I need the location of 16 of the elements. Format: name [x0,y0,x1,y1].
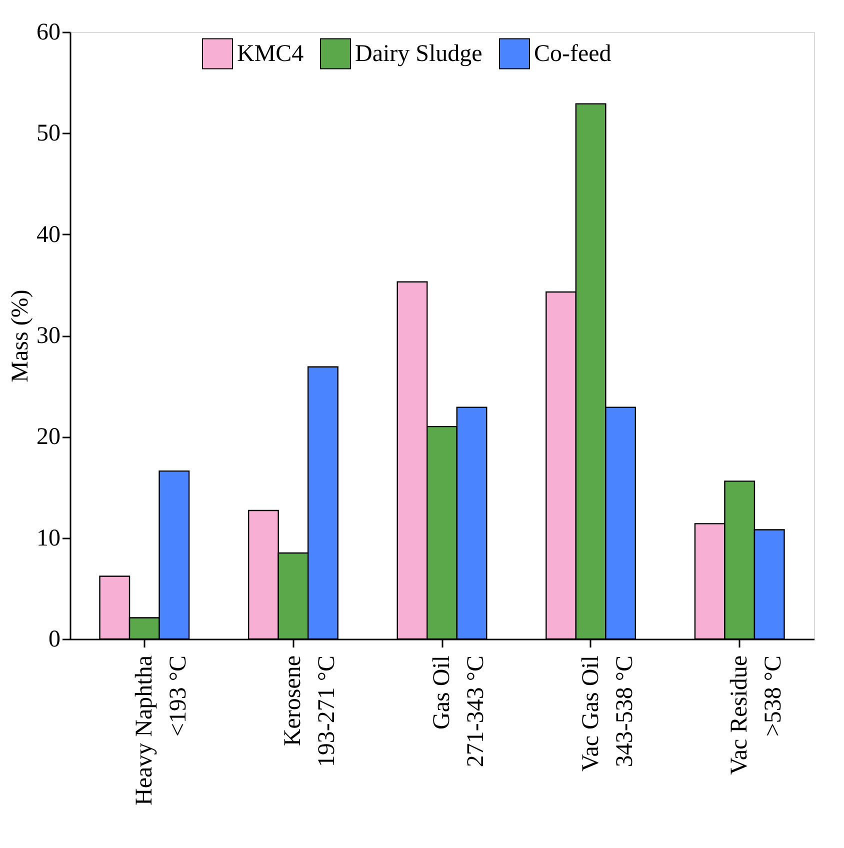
legend-label: KMC4 [237,40,304,67]
x-tick-label: Vac Gas Oil 343-538 °C [578,655,638,772]
x-tick-label: Gas Oil 271-343 °C [429,655,489,768]
y-axis-title: Mass (%) [8,290,34,382]
y-tick-label: 20 [36,424,60,450]
legend-label: Dairy Sludge [355,40,482,67]
y-tick-label: 30 [36,323,60,349]
y-tick-label: 0 [48,626,60,652]
legend-label: Co-feed [534,40,612,67]
x-tick-label: Heavy Naphtha <193 °C [131,655,192,806]
x-tick-label: Vac Residue >538 °C [726,656,787,775]
x-tick-label: Kerosene 193-271 °C [280,656,340,768]
y-tick-label: 50 [36,120,60,147]
y-tick-label: 60 [36,20,60,46]
y-tick-label: 10 [36,525,60,552]
y-tick-label: 40 [36,222,60,248]
